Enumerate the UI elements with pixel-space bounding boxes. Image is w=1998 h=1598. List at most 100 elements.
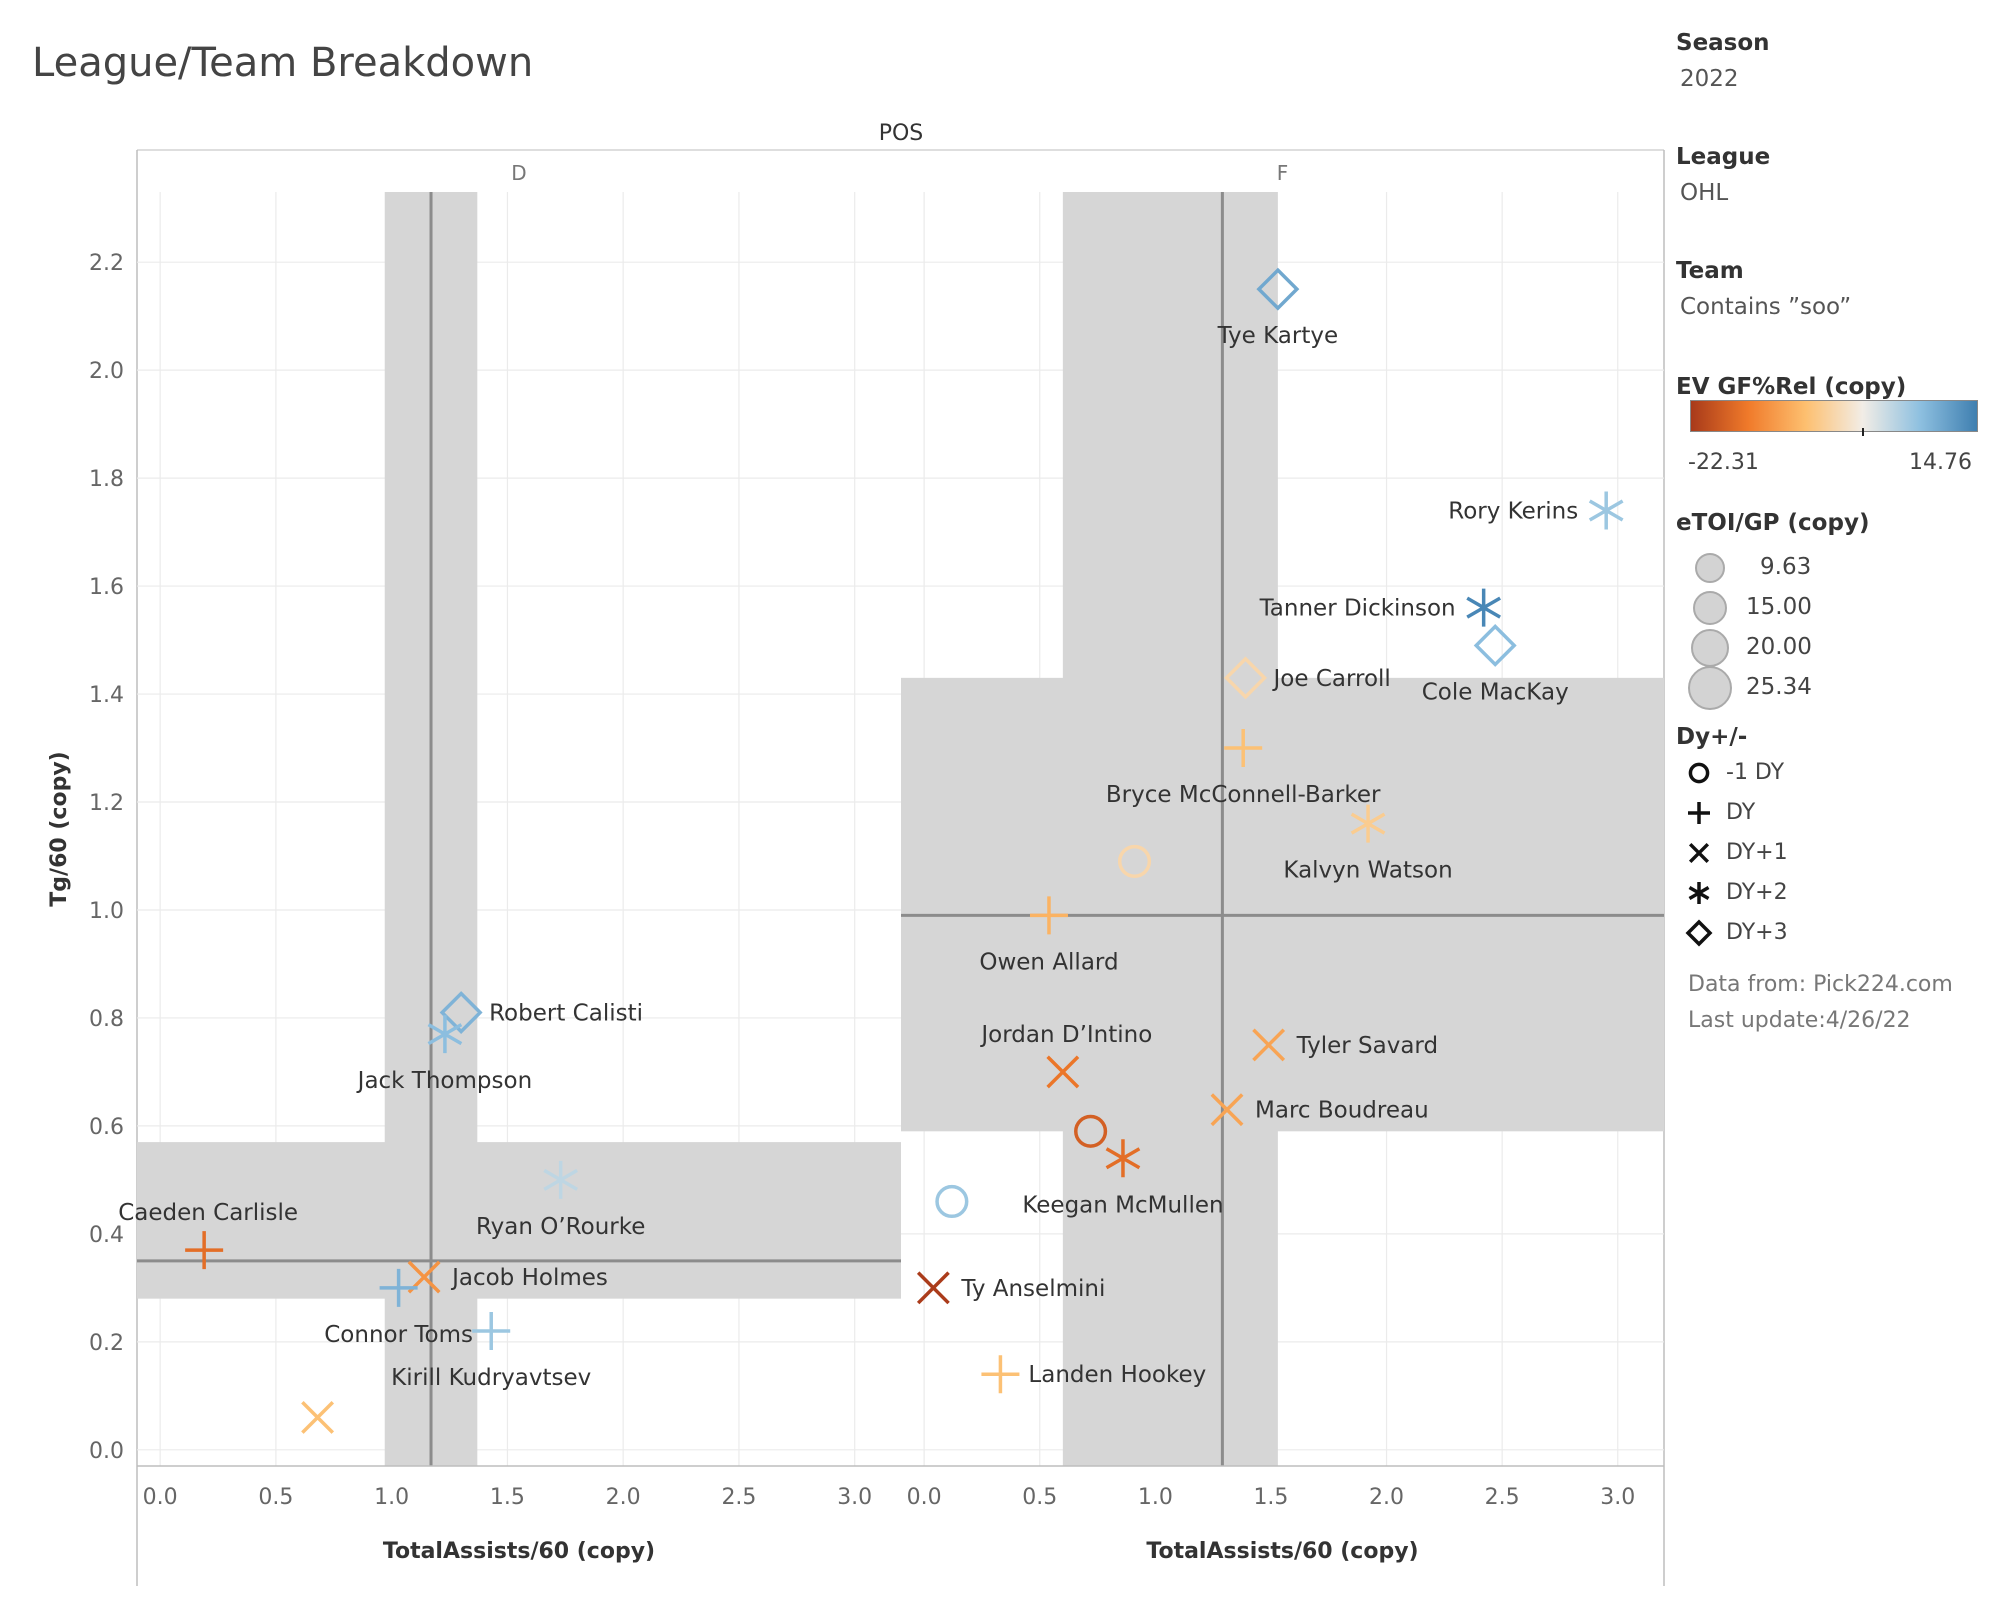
shape-legend-label: DY+2 <box>1726 880 1788 905</box>
y-reference-band <box>901 677 1664 1132</box>
shape-legend-label: DY+1 <box>1726 840 1788 865</box>
league-filter-label: League <box>1676 144 1771 170</box>
y-tick-label: 2.2 <box>89 251 124 276</box>
point-label: Tyler Savard <box>1296 1033 1438 1059</box>
size-legend-circle <box>1695 553 1725 583</box>
data-point <box>1588 491 1624 530</box>
point-label: Jack Thompson <box>356 1068 533 1094</box>
data-point <box>472 1312 511 1351</box>
panel-header-f: F <box>1277 161 1289 185</box>
x-tick-label: 1.5 <box>490 1485 525 1510</box>
point-label: Ryan O’Rourke <box>476 1214 645 1240</box>
point-label: Jordan D’Intino <box>979 1022 1152 1048</box>
y-tick-label: 0.4 <box>89 1223 124 1248</box>
x-axis-title: TotalAssists/60 (copy) <box>1146 1539 1418 1564</box>
x-tick-label: 3.0 <box>837 1485 872 1510</box>
x-tick-label: 2.0 <box>1369 1485 1404 1510</box>
shape-legend-title: Dy+/- <box>1676 724 1748 750</box>
shape-legend-label: -1 DY <box>1726 760 1785 785</box>
color-legend-min: -22.31 <box>1688 450 1759 475</box>
shape-glyph <box>1688 802 1710 824</box>
data-point <box>185 1231 224 1270</box>
data-point <box>543 1160 579 1199</box>
shape-legend-item: DY+3 <box>1684 919 1984 952</box>
x-tick-label: 1.0 <box>374 1485 409 1510</box>
point-label: Bryce McConnell-Barker <box>1106 782 1381 808</box>
data-point <box>916 1271 950 1305</box>
point-label: Tanner Dickinson <box>1259 596 1456 622</box>
x-tick-label: 1.0 <box>1138 1485 1173 1510</box>
point-label: Marc Boudreau <box>1255 1098 1429 1124</box>
team-filter-label: Team <box>1676 258 1744 284</box>
diamond-icon <box>1685 919 1713 947</box>
y-reference-band <box>137 1142 901 1299</box>
data-point <box>1224 656 1267 700</box>
size-legend-item: 9.63 <box>1682 550 1982 586</box>
season-filter-label: Season <box>1676 30 1770 56</box>
x-tick-label: 0.0 <box>143 1485 178 1510</box>
asterisk-icon <box>1688 882 1710 904</box>
y-tick-label: 0.8 <box>89 1007 124 1032</box>
size-legend-item: 25.34 <box>1682 666 1982 710</box>
y-axis-title: Tg/60 (copy) <box>47 751 72 906</box>
x-tick-label: 2.5 <box>721 1485 756 1510</box>
size-legend-circle <box>1693 591 1727 625</box>
y-tick-label: 0.0 <box>89 1439 124 1464</box>
x-icon <box>1688 842 1710 864</box>
shape-legend-item: DY <box>1684 800 1984 832</box>
circle-icon <box>1688 762 1710 784</box>
league-filter-value[interactable]: OHL <box>1680 180 1729 206</box>
size-legend-label: 25.34 <box>1746 674 1812 700</box>
plus-icon <box>1688 802 1710 824</box>
x-tick-label: 1.5 <box>1253 1485 1288 1510</box>
panel-d: D 0.0 0.5 1.0 1.5 2.0 2.5 3.0 TotalAssists/60 (c… <box>118 161 901 1564</box>
shape-legend-label: DY <box>1726 800 1756 825</box>
team-filter-value[interactable]: Contains ”soo” <box>1680 294 1852 320</box>
data-point <box>1466 588 1501 627</box>
size-legend-label: 15.00 <box>1746 594 1812 620</box>
season-filter-value[interactable]: 2022 <box>1680 66 1739 92</box>
shape-legend-item: DY+1 <box>1684 840 1984 872</box>
point-label: Keegan McMullen <box>1022 1192 1223 1218</box>
data-point <box>1210 1093 1244 1127</box>
data-point <box>1029 896 1068 935</box>
data-point <box>1473 623 1517 667</box>
x-tick-label: 3.0 <box>1600 1485 1635 1510</box>
shape-legend-label: DY+3 <box>1726 920 1788 945</box>
color-legend-max: 14.76 <box>1909 450 1972 475</box>
x-reference-band <box>1062 192 1278 1466</box>
data-point <box>981 1355 1020 1394</box>
size-legend-item: 20.00 <box>1682 629 1982 667</box>
size-legend-item: 15.00 <box>1682 590 1982 626</box>
data-point <box>1350 804 1386 843</box>
data-point <box>427 1015 463 1054</box>
point-label: Cole MacKay <box>1422 679 1569 705</box>
shape-glyph <box>1685 919 1713 947</box>
page-title: League/Team Breakdown <box>32 40 534 86</box>
data-point <box>379 1268 418 1307</box>
y-tick-label: 0.6 <box>89 1115 124 1140</box>
y-tick-label: 1.4 <box>89 683 124 708</box>
point-label: Tye Kartye <box>1217 323 1339 349</box>
color-legend[interactable] <box>1690 400 1978 436</box>
color-ramp-zero-tick <box>1862 428 1865 436</box>
point-label: Kalvyn Watson <box>1283 858 1452 884</box>
shape-glyph <box>1688 762 1710 784</box>
point-label: Owen Allard <box>979 949 1118 975</box>
point-label: Landen Hookey <box>1028 1362 1206 1388</box>
column-header-pos: POS <box>879 121 924 146</box>
last-update-note: Last update:4/26/22 <box>1688 1008 1911 1033</box>
size-legend-circle <box>1691 629 1729 667</box>
data-point <box>1105 1139 1141 1178</box>
data-point <box>439 991 483 1035</box>
panel-f: F 0.0 0.5 1.0 1.5 2.0 2.5 3.0 TotalAssists/60 (c… <box>901 161 1664 1564</box>
point-label: Jacob Holmes <box>450 1265 608 1291</box>
data-point <box>1252 1028 1286 1062</box>
y-tick-label: 1.8 <box>89 467 124 492</box>
data-source-note: Data from: Pick224.com <box>1688 972 1953 997</box>
x-tick-label: 0.0 <box>907 1485 942 1510</box>
shape-glyph <box>1688 842 1710 864</box>
shape-legend-item: -1 DY <box>1684 760 1984 792</box>
y-tick-label: 1.6 <box>89 575 124 600</box>
point-label: Rory Kerins <box>1448 499 1578 525</box>
